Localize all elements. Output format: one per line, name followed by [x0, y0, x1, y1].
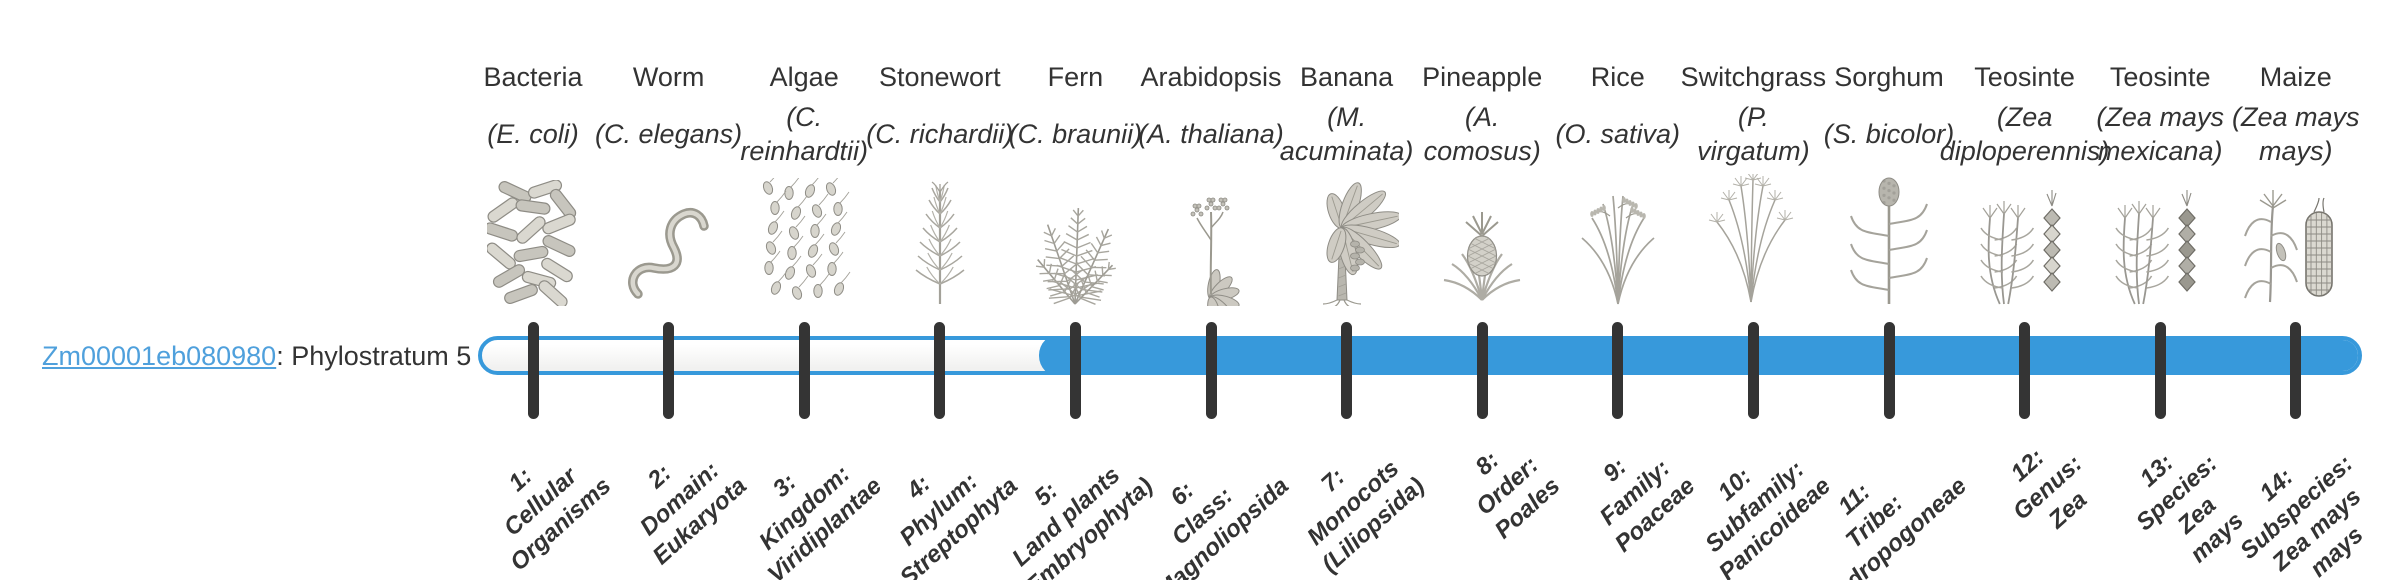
- stonewort-illustration: [875, 167, 1005, 306]
- stratum-tick: [2019, 322, 2031, 419]
- organism-name: Arabidopsis: [1140, 62, 1282, 92]
- arabidopsis-illustration: [1146, 167, 1276, 306]
- pineapple-illustration: [1417, 167, 1547, 306]
- organism-name: Banana: [1300, 62, 1394, 92]
- stratum-taxon-label: 1: Cellular Organisms: [498, 462, 616, 577]
- organism-species: (E. coli): [487, 119, 579, 149]
- stratum-taxon-label: 14: Subspecies: Zea mays mays: [2235, 450, 2370, 580]
- switchgrass-illustration: [1688, 167, 1818, 306]
- stratum-tick: [1747, 322, 1759, 419]
- stratum-taxon-label: 2: Domain: Eukaryota: [634, 456, 752, 571]
- organism-label: Sorghum (S. bicolor): [1801, 60, 1977, 171]
- organism-species: (C. braunii): [1008, 119, 1143, 149]
- stratum-tick: [1205, 322, 1217, 419]
- organism-label: Teosinte (Zea diploperennis): [1937, 60, 2113, 171]
- banana-illustration: [1282, 167, 1412, 306]
- stratum-tick: [663, 322, 675, 419]
- organism-name: Worm: [632, 62, 705, 92]
- organism-species: (S. bicolor): [1823, 119, 1955, 149]
- organism-label: Banana (M. acuminata): [1259, 60, 1435, 171]
- worm-illustration: [604, 167, 734, 306]
- organism-species: (C. elegans): [595, 119, 743, 149]
- organism-name: Stonewort: [879, 62, 1001, 92]
- organism-label: Worm (C. elegans): [581, 60, 757, 171]
- algae-illustration: [739, 167, 869, 306]
- stratum-tick: [1612, 322, 1624, 419]
- organism-label: Algae (C. reinhardtii): [716, 60, 892, 171]
- gene-label: Zm00001eb080980: Phylostratum 5: [42, 341, 471, 372]
- stratum-tick: [2290, 322, 2302, 419]
- organism-label: Rice (O. sativa): [1530, 60, 1706, 171]
- organism-species: (Zea mays mays): [2232, 102, 2360, 166]
- organism-label: Bacteria (E. coli): [445, 60, 621, 171]
- stratum-taxon-label: 12: Genus: Zea: [2005, 443, 2093, 534]
- organism-species: (Zea diploperennis): [1939, 102, 2110, 166]
- stratum-taxon-label: 9: Family: Poaceae: [1595, 453, 1701, 558]
- organism-name: Maize: [2259, 62, 2332, 92]
- organism-species: (C. reinhardtii): [740, 102, 868, 166]
- sorghum-illustration: [1824, 167, 1954, 306]
- organism-species: (A. thaliana): [1138, 119, 1284, 149]
- organism-name: Teosinte: [1974, 62, 2075, 92]
- organism-label: Teosinte (Zea mays mexicana): [2072, 60, 2248, 171]
- gene-link[interactable]: Zm00001eb080980: [42, 341, 277, 371]
- stratum-tick: [1341, 322, 1353, 419]
- organism-name: Switchgrass: [1680, 62, 1827, 92]
- organism-label: Fern (C. braunii): [987, 60, 1163, 171]
- rice-illustration: [1553, 167, 1683, 306]
- organism-label: Switchgrass (P. virgatum): [1665, 60, 1841, 171]
- organism-name: Bacteria: [483, 62, 583, 92]
- organism-species: (A. comosus): [1423, 102, 1541, 166]
- organism-label: Arabidopsis (A. thaliana): [1123, 60, 1299, 171]
- phylostrata-bar: [478, 336, 2362, 375]
- organism-name: Teosinte: [2109, 62, 2211, 92]
- bacteria-illustration: [468, 167, 598, 306]
- organism-label: Pineapple (A. comosus): [1394, 60, 1570, 171]
- organism-species: (O. sativa): [1555, 119, 1681, 149]
- organism-label: Stonewort (C. richardii): [852, 60, 1028, 171]
- organism-name: Sorghum: [1834, 62, 1944, 92]
- stratum-tick: [527, 322, 539, 419]
- organism-species: (P. virgatum): [1697, 102, 1810, 166]
- organism-name: Pineapple: [1422, 62, 1543, 92]
- stratum-taxon-label: 8: Order: Poales: [1470, 446, 1566, 545]
- stratum-taxon-label: 3: Kingdom: Viridiplantae: [754, 460, 888, 580]
- organism-name: Rice: [1590, 62, 1645, 92]
- stratum-tick: [934, 322, 946, 419]
- gene-phylostratum-text: : Phylostratum 5: [276, 341, 472, 371]
- stratum-tick: [798, 322, 810, 419]
- stratum-tick: [1883, 322, 1895, 419]
- organism-species: (Zea mays mexicana): [2096, 102, 2224, 166]
- organism-species: (C. richardii): [866, 119, 1014, 149]
- teosinte-mexicana-illustration: [2095, 167, 2225, 306]
- stratum-taxon-label: 7: Monocots (Liliopsida): [1301, 454, 1430, 579]
- stratum-tick: [2154, 322, 2166, 419]
- stratum-tick: [1476, 322, 1488, 419]
- maize-illustration: [2231, 167, 2361, 306]
- organism-name: Algae: [769, 62, 839, 92]
- fern-illustration: [1010, 167, 1140, 306]
- organism-label: Maize (Zea mays mays): [2208, 60, 2384, 171]
- teosinte-diploperennis-illustration: [1960, 167, 2090, 306]
- phylostrata-bar-fill: [1039, 340, 2358, 371]
- stratum-tick: [1069, 322, 1081, 419]
- organism-species: (M. acuminata): [1279, 102, 1414, 166]
- organism-name: Fern: [1047, 62, 1104, 92]
